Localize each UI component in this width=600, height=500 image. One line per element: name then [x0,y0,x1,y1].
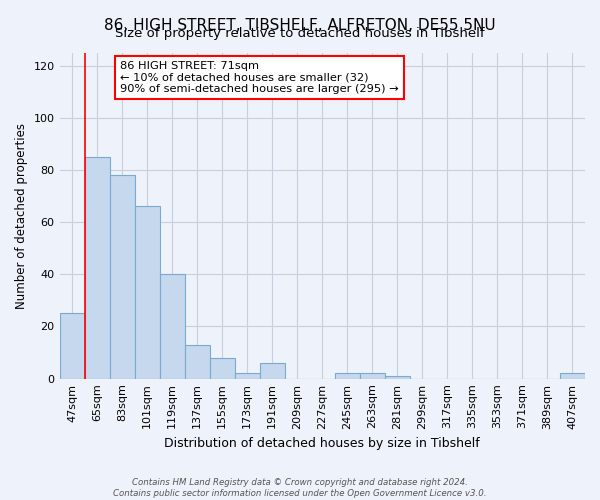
Text: Contains HM Land Registry data © Crown copyright and database right 2024.
Contai: Contains HM Land Registry data © Crown c… [113,478,487,498]
Bar [185,345,209,378]
Bar [235,374,260,378]
X-axis label: Distribution of detached houses by size in Tibshelf: Distribution of detached houses by size … [164,437,480,450]
Y-axis label: Number of detached properties: Number of detached properties [15,122,28,308]
Bar [260,363,285,378]
Bar [209,358,235,378]
Bar [160,274,185,378]
Text: Size of property relative to detached houses in Tibshelf: Size of property relative to detached ho… [115,28,485,40]
Bar [59,314,85,378]
Bar [134,206,160,378]
Text: 86 HIGH STREET: 71sqm
← 10% of detached houses are smaller (32)
90% of semi-deta: 86 HIGH STREET: 71sqm ← 10% of detached … [120,60,398,94]
Bar [335,374,360,378]
Bar [360,374,385,378]
Bar [110,175,134,378]
Bar [85,157,110,378]
Text: 86, HIGH STREET, TIBSHELF, ALFRETON, DE55 5NU: 86, HIGH STREET, TIBSHELF, ALFRETON, DE5… [104,18,496,32]
Bar [385,376,410,378]
Bar [560,374,585,378]
